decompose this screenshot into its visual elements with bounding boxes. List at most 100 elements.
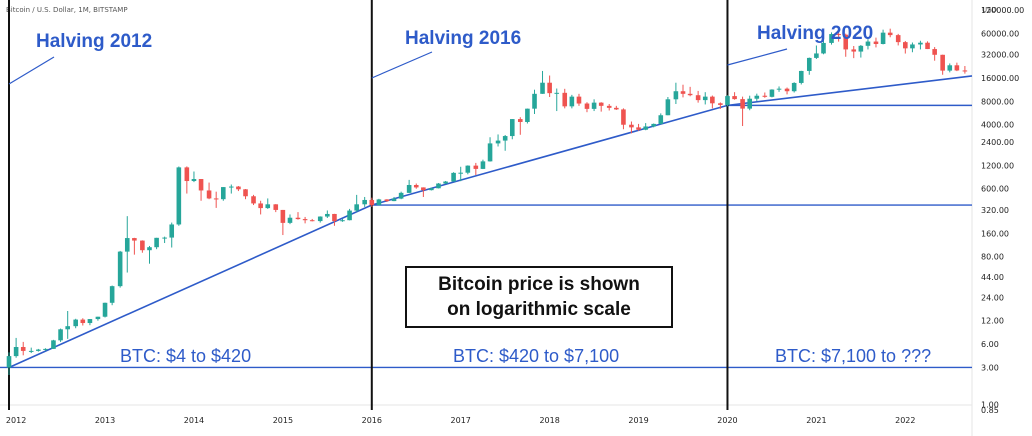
candle-body <box>391 198 397 202</box>
candles <box>6 28 968 375</box>
candle <box>954 62 960 72</box>
candle-body <box>606 105 612 108</box>
candle <box>6 352 12 375</box>
candle-body <box>718 103 723 105</box>
candle-body <box>124 238 130 252</box>
candle-body <box>340 220 345 222</box>
y-tick-label: 120000.00 <box>981 6 1024 15</box>
candle <box>680 84 686 98</box>
y-tick-label: 160.00 <box>981 229 1009 238</box>
candle <box>776 86 782 92</box>
candle <box>124 216 130 273</box>
candle <box>413 183 419 189</box>
candle-body <box>354 204 359 211</box>
candle-body <box>51 340 56 349</box>
candle <box>87 319 93 326</box>
candle-body <box>776 88 782 90</box>
note-line-2: on logarithmic scale <box>447 299 631 320</box>
candle-body <box>629 124 634 128</box>
candle-body <box>880 32 886 44</box>
candle-body <box>332 213 337 222</box>
x-ticks: 2012 2013 2014 2015 2016 2017 2018 2019 2020 2021… <box>6 416 916 425</box>
x-tick-label: 2018 <box>539 416 559 425</box>
candle-body <box>229 186 234 188</box>
candle-body <box>502 136 508 141</box>
candle-body <box>213 198 219 200</box>
candle-body <box>273 204 279 210</box>
candle-body <box>887 32 893 36</box>
candle <box>258 200 263 215</box>
candle <box>762 92 768 98</box>
btc-range-label-1: BTC: $4 to $420 <box>120 346 251 366</box>
candle-body <box>918 42 923 45</box>
candle <box>591 99 597 112</box>
x-tick-label: 2016 <box>362 416 382 425</box>
candle <box>132 237 137 255</box>
btc-range-label-2: BTC: $420 to $7,100 <box>453 346 619 366</box>
candle <box>220 187 226 201</box>
candle-body <box>584 103 590 109</box>
candle-body <box>436 183 441 189</box>
candle <box>369 197 375 207</box>
candle-body <box>206 190 212 199</box>
x-tick-label: 2015 <box>273 416 293 425</box>
candle <box>436 183 441 189</box>
candle <box>243 189 248 200</box>
candle-body <box>547 82 552 94</box>
candle <box>858 45 864 58</box>
candle-body <box>651 123 656 127</box>
candle-body <box>309 220 315 222</box>
y-ticks: 120000.00 60000.00 32000.00 16000.00 8000.00… <box>981 6 1024 415</box>
candle <box>598 102 604 112</box>
candle-body <box>673 91 679 100</box>
candle <box>58 328 63 342</box>
candle <box>102 302 108 318</box>
candle <box>910 42 915 53</box>
candle <box>465 165 471 175</box>
candle <box>502 135 508 151</box>
candle-body <box>754 95 760 99</box>
candle <box>925 41 930 50</box>
candle <box>962 66 968 74</box>
candle-body <box>480 161 486 169</box>
candle <box>236 186 241 192</box>
candle <box>651 123 656 128</box>
candle-body <box>725 96 730 105</box>
candle <box>287 214 293 225</box>
candle-body <box>643 126 648 130</box>
candle-body <box>591 102 597 109</box>
candle-body <box>236 186 241 190</box>
candle-body <box>6 356 12 368</box>
candle-body <box>695 95 701 101</box>
candle <box>629 121 634 134</box>
candle-body <box>325 213 330 217</box>
candle <box>702 92 708 105</box>
candle-body <box>814 53 819 58</box>
candle-body <box>836 34 841 36</box>
candle-body <box>791 82 797 92</box>
candle-body <box>636 127 641 130</box>
candle-body <box>176 167 182 225</box>
trendline <box>8 204 373 369</box>
candle <box>162 236 167 244</box>
candle <box>643 123 648 131</box>
candle-body <box>243 189 248 197</box>
candle <box>584 102 590 113</box>
candle-body <box>413 185 419 188</box>
candle-body <box>680 91 686 94</box>
candle <box>309 218 315 222</box>
candle <box>140 240 145 253</box>
x-tick-label: 2014 <box>184 416 204 425</box>
candle-body <box>162 237 167 239</box>
candle-body <box>184 167 190 182</box>
x-tick-label: 2013 <box>95 416 115 425</box>
candle <box>473 162 479 176</box>
candle <box>769 89 775 98</box>
candle-body <box>762 95 768 97</box>
y-tick-label: 0.85 <box>981 406 999 415</box>
candle <box>265 198 271 209</box>
candle <box>169 222 175 248</box>
candle-body <box>747 98 752 109</box>
y-tick-label: 12.00 <box>981 317 1004 326</box>
